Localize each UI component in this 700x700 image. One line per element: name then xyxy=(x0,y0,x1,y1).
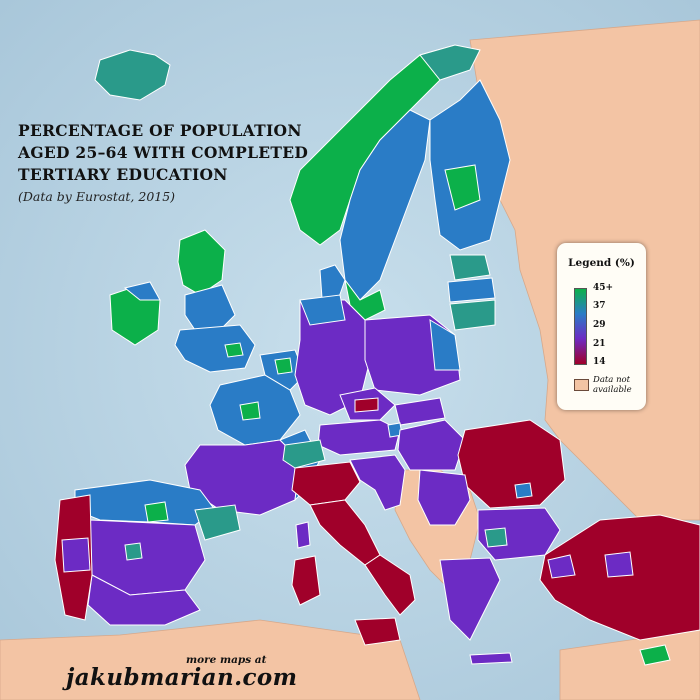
switzerland-region xyxy=(282,439,326,469)
iceland-region xyxy=(94,49,171,101)
slovenia-croatia-region xyxy=(349,454,406,511)
germany-north-region xyxy=(299,294,346,326)
legend-tick-21: 21 xyxy=(593,339,606,349)
no-data-label: Data not available xyxy=(593,375,643,395)
italy-south-region xyxy=(364,554,416,616)
finland-central-region xyxy=(444,164,481,211)
bucharest-region xyxy=(514,482,533,499)
london-region xyxy=(224,342,244,358)
slovakia-region xyxy=(394,397,446,426)
credit-small-text: more maps at xyxy=(186,654,267,666)
greece-region xyxy=(439,557,501,641)
spain-south-region xyxy=(87,574,201,626)
poland-east-region xyxy=(429,319,461,371)
legend-box: Legend (%) 45+ 37 29 21 14 Data not avai… xyxy=(557,243,646,410)
title-line-2: AGED 25–64 WITH COMPLETED xyxy=(18,143,309,162)
sicily-region xyxy=(354,617,401,646)
paris-region xyxy=(239,401,261,421)
france-south-region xyxy=(184,439,301,516)
sardinia-region xyxy=(291,555,321,606)
legend-tick-45: 45+ xyxy=(593,283,614,293)
corsica-region xyxy=(295,521,311,549)
istanbul-region xyxy=(547,554,576,579)
legend-tick-37: 37 xyxy=(593,301,606,311)
credit-website: jakubmarian.com xyxy=(66,664,298,691)
legend-title: Legend (%) xyxy=(568,257,635,269)
hungary-region xyxy=(397,419,466,471)
northern-ireland-region xyxy=(123,281,161,301)
benelux-green-region xyxy=(274,357,293,375)
map-subtitle: (Data by Eurostat, 2015) xyxy=(18,189,176,204)
cyprus-region xyxy=(639,644,671,666)
no-data-label-line-2: available xyxy=(593,385,632,395)
legend-color-bar xyxy=(574,288,587,365)
crete-region xyxy=(469,652,513,665)
norway-north-region xyxy=(419,44,481,81)
no-data-swatch xyxy=(574,379,589,391)
romania-region xyxy=(457,419,566,509)
denmark-region xyxy=(319,264,346,301)
turkey-central-region xyxy=(604,551,634,578)
england-south-region xyxy=(174,324,256,373)
estonia-region xyxy=(449,254,491,281)
turkey-region xyxy=(539,514,700,641)
legend-tick-14: 14 xyxy=(593,357,606,367)
title-line-3: TERTIARY EDUCATION xyxy=(18,165,228,184)
portugal-central-region xyxy=(61,537,91,573)
lithuania-region xyxy=(449,299,496,331)
serbia-region xyxy=(417,469,471,526)
no-data-label-line-1: Data not xyxy=(593,375,631,385)
madrid-region xyxy=(124,542,143,561)
finland-region xyxy=(429,79,511,251)
map-title: PERCENTAGE OF POPULATION AGED 25–64 WITH… xyxy=(18,120,308,204)
legend-tick-29: 29 xyxy=(593,320,606,330)
catalonia-region xyxy=(194,504,241,541)
basque-region xyxy=(144,501,169,523)
latvia-region xyxy=(447,277,496,303)
czechia-west-region xyxy=(354,397,379,413)
title-line-1: PERCENTAGE OF POPULATION xyxy=(18,121,302,140)
sofia-region xyxy=(484,527,508,548)
